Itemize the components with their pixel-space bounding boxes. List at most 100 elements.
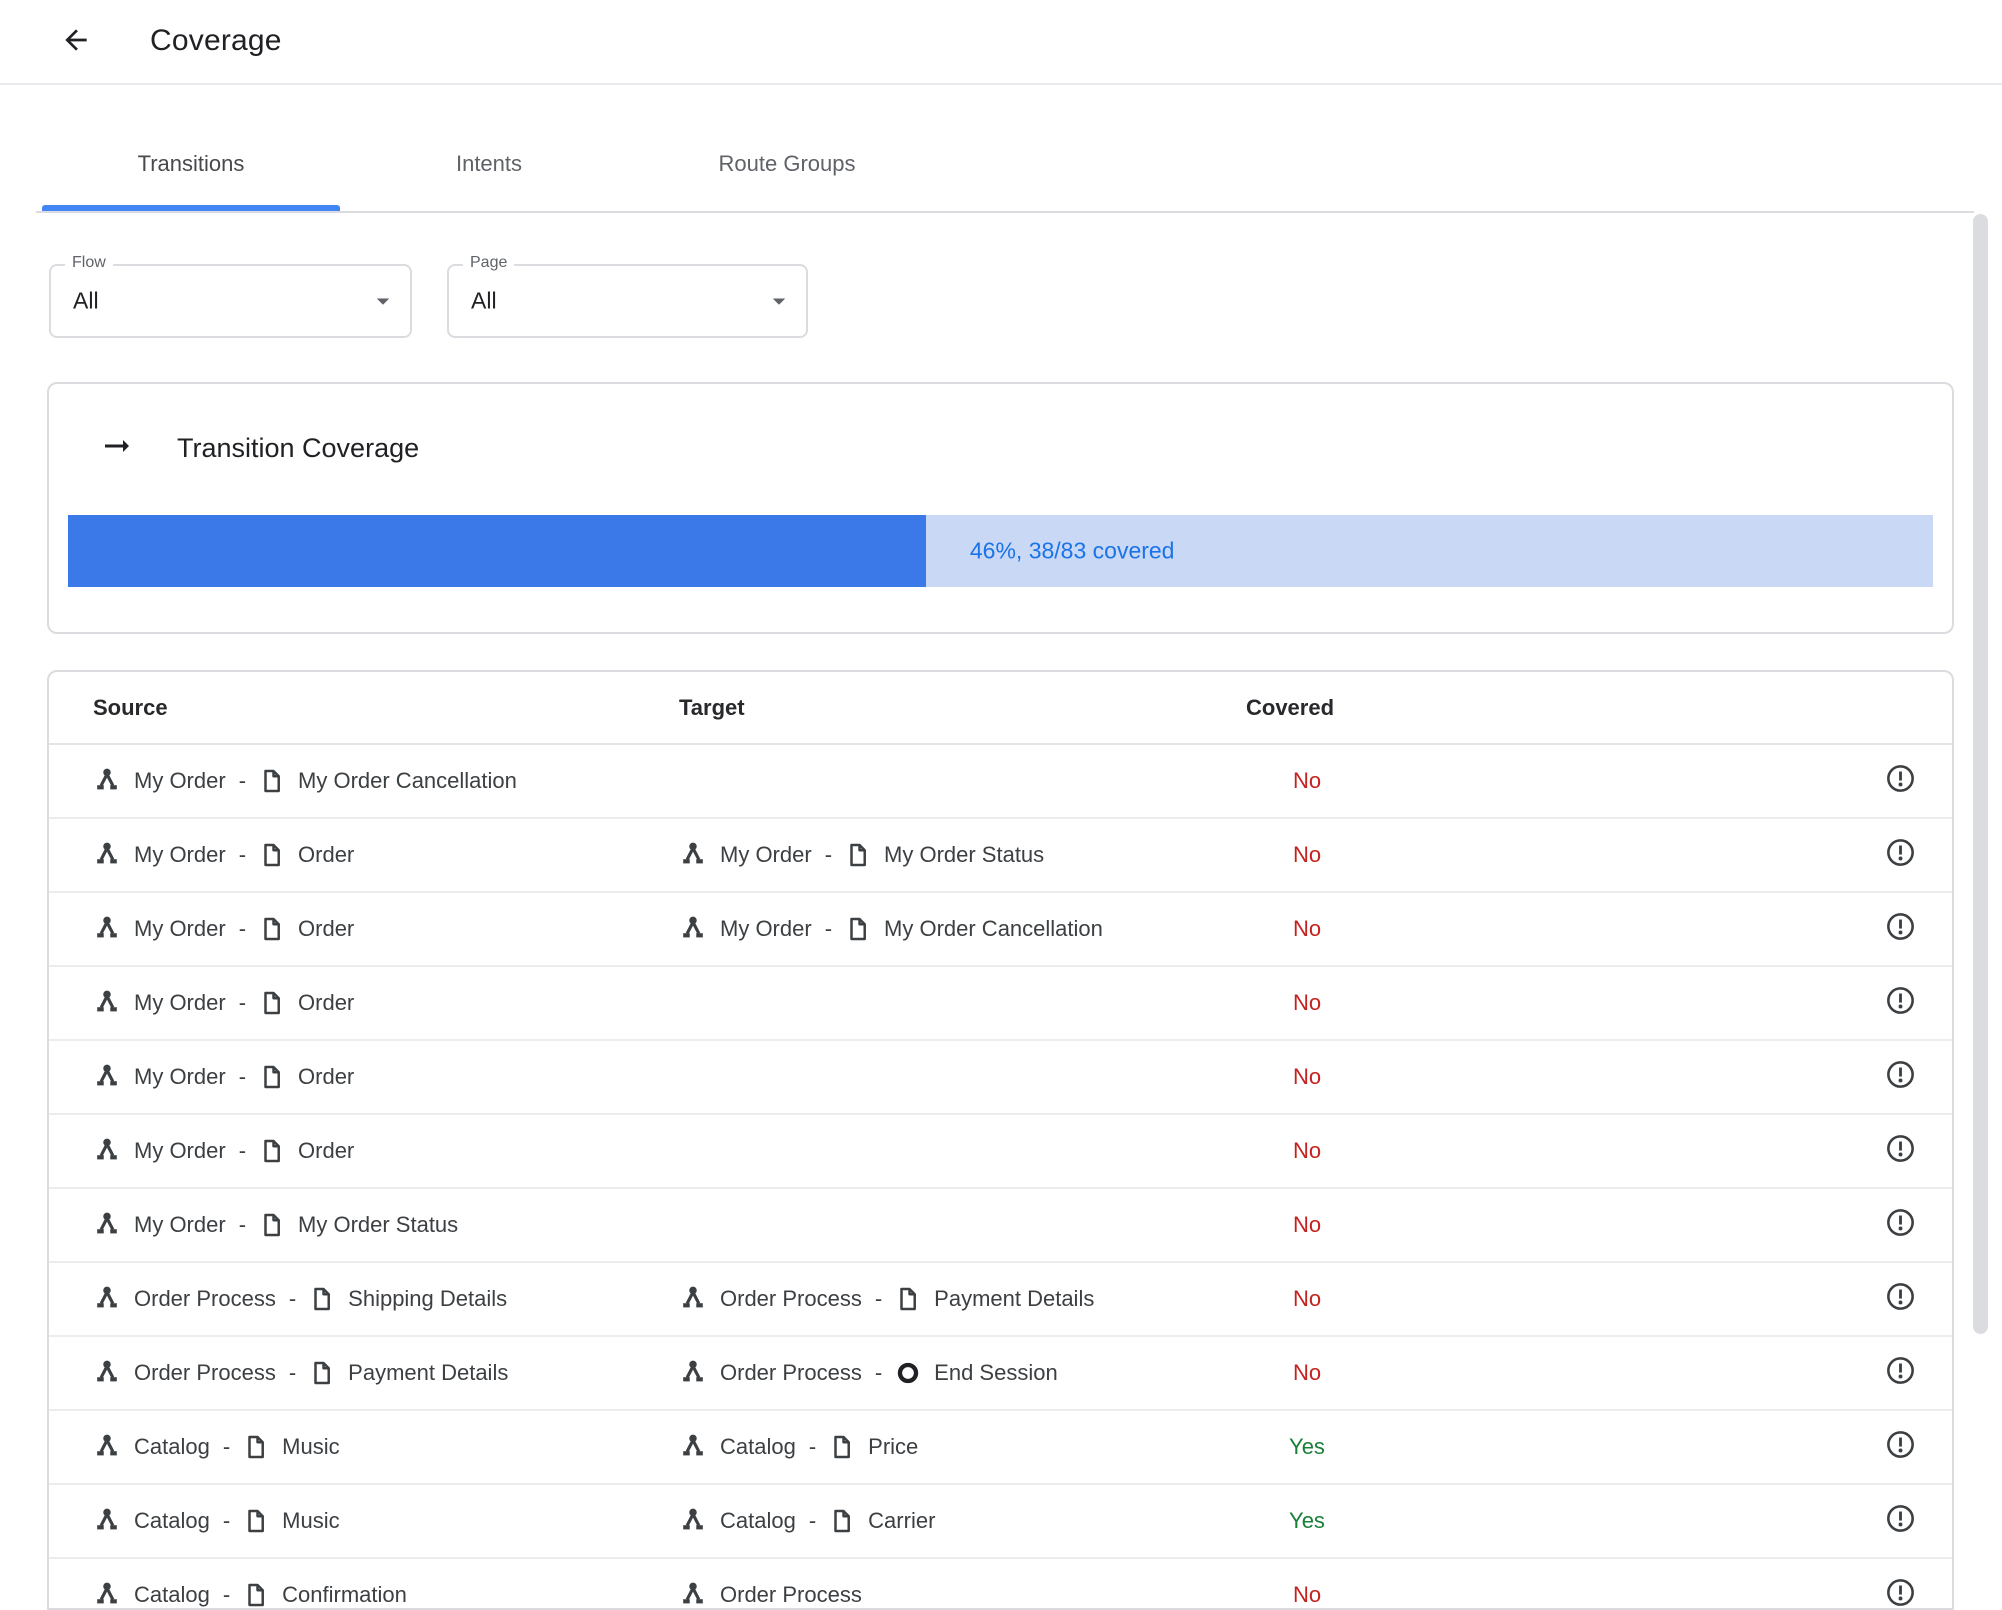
page-name: Payment Details (348, 1360, 509, 1385)
covered-value: No (1292, 842, 1322, 867)
error-outline-icon (1885, 911, 1916, 947)
page-name: End Session (934, 1360, 1058, 1385)
flow-name: My Order (134, 990, 226, 1015)
flow-icon (679, 841, 707, 869)
flow-icon (679, 1581, 707, 1608)
flow-icon (93, 915, 121, 943)
flow-icon (93, 1507, 121, 1535)
page-icon (259, 768, 285, 794)
page-icon (259, 990, 285, 1016)
table-row: My Order - Order No (49, 1041, 1952, 1115)
page-name: My Order Status (298, 1212, 459, 1237)
page-icon (259, 916, 285, 942)
covered-value: No (1292, 1138, 1322, 1163)
row-info-button[interactable] (1882, 745, 1918, 817)
back-button[interactable] (56, 22, 96, 62)
tab-route-groups[interactable]: Route Groups (718, 151, 856, 176)
error-outline-icon (1885, 1355, 1916, 1391)
tab-intents[interactable]: Intents (455, 151, 523, 176)
flow-icon (93, 1359, 121, 1387)
table-row: Order Process - Shipping Details (49, 1263, 1952, 1337)
page-icon (829, 1434, 855, 1460)
flow-name: Catalog (720, 1434, 796, 1459)
page-icon (259, 1138, 285, 1164)
covered-value: No (1292, 1064, 1322, 1089)
page-select[interactable]: Page All (447, 254, 808, 338)
page-name: My Order Cancellation (884, 916, 1103, 941)
flow-name: My Order (134, 768, 226, 793)
separator-dash: - (238, 916, 247, 941)
table-row: My Order - Order No (49, 967, 1952, 1041)
row-info-button[interactable] (1882, 1559, 1918, 1608)
row-info-button[interactable] (1882, 1411, 1918, 1483)
page-name: Music (282, 1434, 340, 1459)
error-outline-icon (1885, 1133, 1916, 1169)
column-header-covered: Covered (1246, 694, 1335, 720)
target-cell: Order Process - End Session (679, 1337, 1058, 1409)
separator-dash: - (824, 842, 833, 867)
covered-value: No (1292, 916, 1322, 941)
page-name: Order (298, 990, 355, 1015)
source-cell: My Order - Order (93, 893, 354, 965)
page-icon (243, 1582, 269, 1608)
separator-dash: - (222, 1582, 231, 1607)
row-info-button[interactable] (1882, 893, 1918, 965)
table-row: My Order - Order (49, 819, 1952, 893)
error-outline-icon (1885, 837, 1916, 873)
row-info-button[interactable] (1882, 1189, 1918, 1261)
chevron-down-icon (772, 298, 786, 305)
row-info-button[interactable] (1882, 1263, 1918, 1335)
row-info-button[interactable] (1882, 819, 1918, 891)
covered-value: Yes (1289, 1508, 1325, 1533)
row-info-button[interactable] (1882, 1041, 1918, 1113)
flow-name: My Order (720, 842, 812, 867)
table-row: My Order - Order (49, 893, 1952, 967)
source-cell: Order Process - Shipping Details (93, 1263, 507, 1335)
table-row: Catalog - Music (49, 1485, 1952, 1559)
flow-icon (93, 989, 121, 1017)
arrow-right-icon (99, 428, 135, 469)
vertical-scrollbar-thumb[interactable] (1973, 214, 1988, 1334)
page-name: My Order Status (884, 842, 1045, 867)
flow-select-value: All (73, 287, 99, 314)
separator-dash: - (288, 1360, 297, 1385)
tab-strip: Transitions Intents Route Groups (36, 117, 1974, 213)
flow-icon (93, 841, 121, 869)
page-select-label: Page (463, 254, 515, 272)
flow-name: My Order (134, 1064, 226, 1089)
flow-icon (93, 767, 121, 795)
row-info-button[interactable] (1882, 967, 1918, 1039)
table-row: Catalog - Music (49, 1411, 1952, 1485)
source-cell: My Order - Order (93, 1115, 354, 1187)
covered-value: No (1292, 1360, 1322, 1385)
flow-icon (679, 1507, 707, 1535)
covered-value: No (1292, 768, 1322, 793)
coverage-progress-fill (68, 515, 926, 587)
page-name: Confirmation (282, 1582, 407, 1607)
table-row: My Order - Order No (49, 1115, 1952, 1189)
target-cell: Catalog - Carrier (679, 1485, 935, 1557)
row-info-button[interactable] (1882, 1115, 1918, 1187)
source-cell: My Order - My Order Status (93, 1189, 458, 1261)
page-icon (243, 1434, 269, 1460)
page-icon (259, 1064, 285, 1090)
flow-icon (93, 1211, 121, 1239)
tab-transitions[interactable]: Transitions (42, 117, 340, 211)
row-info-button[interactable] (1882, 1337, 1918, 1409)
table-row: Order Process - Payment Details (49, 1337, 1952, 1411)
page-select-value: All (471, 287, 497, 314)
error-outline-icon (1885, 1207, 1916, 1243)
table-row: Catalog - Confirmation (49, 1559, 1952, 1608)
coverage-progress-bar: 46%, 38/83 covered (68, 515, 1933, 587)
flow-name: My Order (720, 916, 812, 941)
flow-select[interactable]: Flow All (49, 254, 412, 338)
separator-dash: - (874, 1360, 883, 1385)
top-bar: Coverage (0, 0, 2002, 85)
transition-coverage-card: Transition Coverage 46%, 38/83 covered (47, 382, 1954, 634)
page-title: Coverage (150, 24, 282, 57)
row-info-button[interactable] (1882, 1485, 1918, 1557)
separator-dash: - (288, 1286, 297, 1311)
separator-dash: - (238, 1138, 247, 1163)
flow-name: Order Process (720, 1582, 862, 1607)
page-icon (259, 842, 285, 868)
